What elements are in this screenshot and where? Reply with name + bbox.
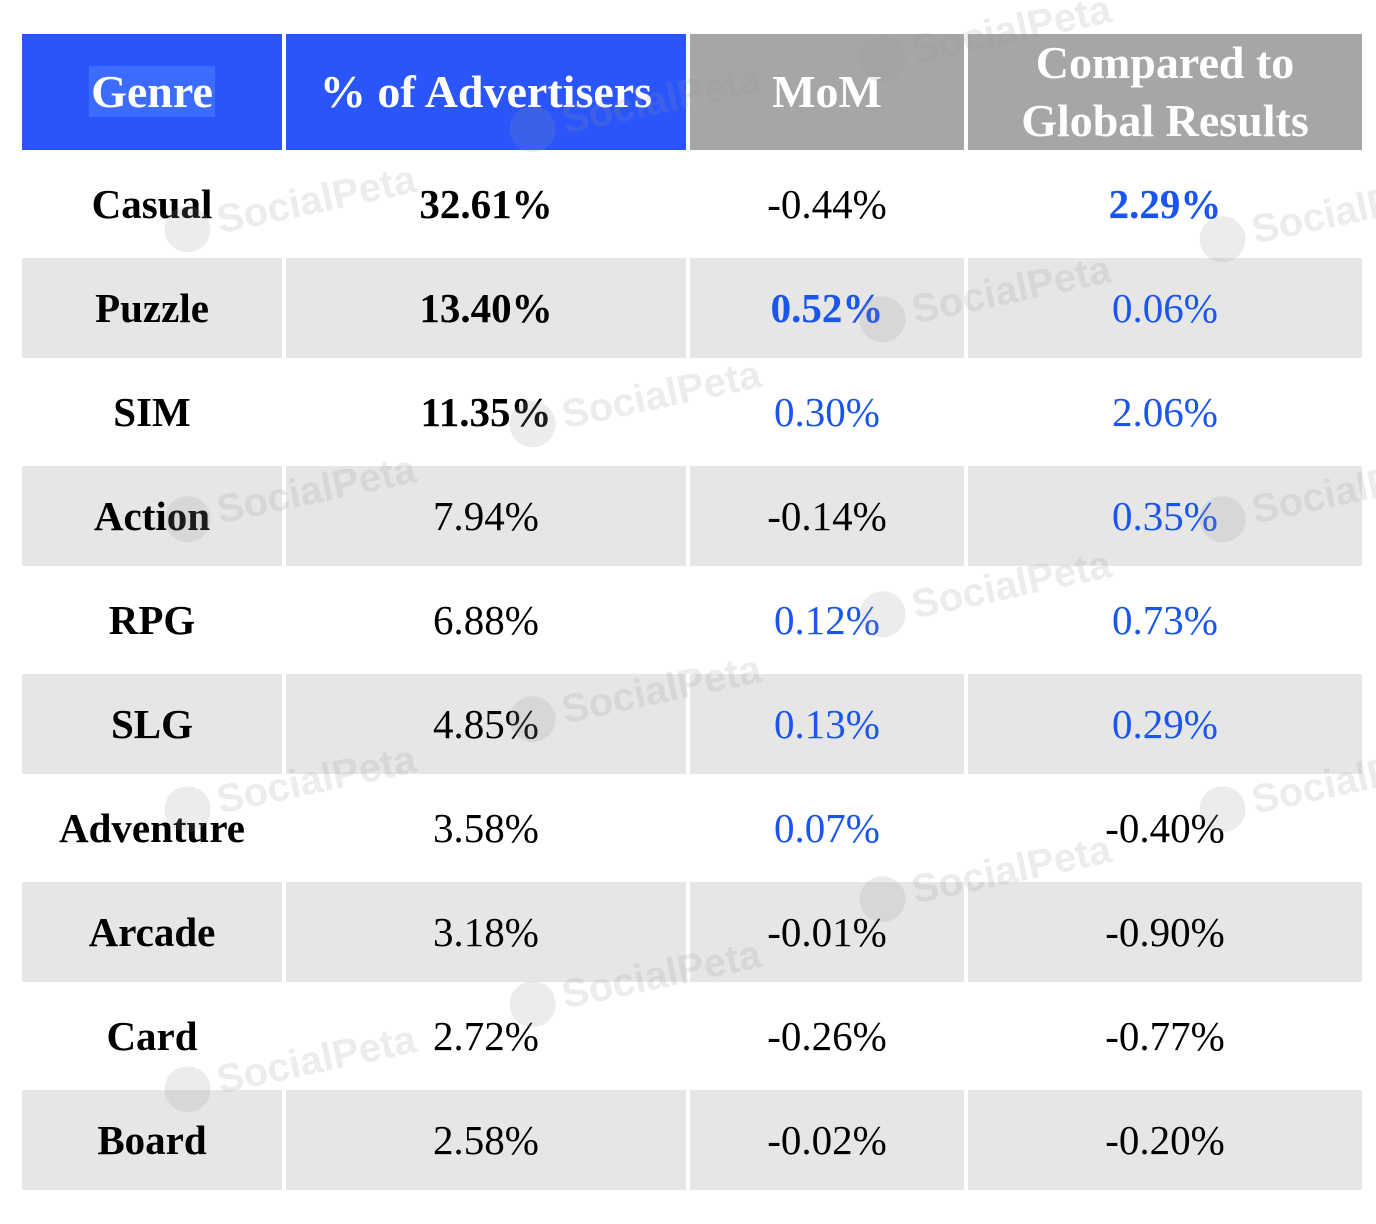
cell-genre: Action [22, 466, 286, 570]
cell-genre: Board [22, 1090, 286, 1194]
table-row: Puzzle 13.40% 0.52% 0.06% [22, 258, 1362, 362]
cell-mom: 0.12% [690, 570, 968, 674]
cell-share: 2.72% [286, 986, 690, 1090]
cell-global: -0.40% [968, 778, 1362, 882]
table-row: Card 2.72% -0.26% -0.77% [22, 986, 1362, 1090]
cell-global: 2.29% [968, 154, 1362, 258]
header-mom: MoM [690, 34, 968, 154]
table-header-row: Genre % of Advertisers MoM Compared to G… [22, 34, 1362, 154]
cell-mom: -0.01% [690, 882, 968, 986]
header-genre: Genre [22, 34, 286, 154]
cell-genre: SLG [22, 674, 286, 778]
cell-global: 0.73% [968, 570, 1362, 674]
cell-global: 0.06% [968, 258, 1362, 362]
cell-share: 4.85% [286, 674, 690, 778]
cell-global: -0.20% [968, 1090, 1362, 1194]
cell-global: -0.77% [968, 986, 1362, 1090]
header-global: Compared to Global Results [968, 34, 1362, 154]
cell-mom: -0.02% [690, 1090, 968, 1194]
table-row: Adventure 3.58% 0.07% -0.40% [22, 778, 1362, 882]
cell-global: 0.29% [968, 674, 1362, 778]
cell-global: 0.35% [968, 466, 1362, 570]
cell-mom: 0.52% [690, 258, 968, 362]
cell-mom: -0.26% [690, 986, 968, 1090]
table-body: Casual 32.61% -0.44% 2.29% Puzzle 13.40% 0.52%… [22, 154, 1362, 1194]
cell-share: 13.40% [286, 258, 690, 362]
cell-share: 32.61% [286, 154, 690, 258]
cell-mom: 0.07% [690, 778, 968, 882]
cell-genre: RPG [22, 570, 286, 674]
cell-share: 2.58% [286, 1090, 690, 1194]
genre-table-container: Genre % of Advertisers MoM Compared to G… [22, 34, 1362, 1194]
header-share: % of Advertisers [286, 34, 690, 154]
table-row: SIM 11.35% 0.30% 2.06% [22, 362, 1362, 466]
cell-mom: 0.30% [690, 362, 968, 466]
cell-genre: Puzzle [22, 258, 286, 362]
cell-global: -0.90% [968, 882, 1362, 986]
table-row: Board 2.58% -0.02% -0.20% [22, 1090, 1362, 1194]
cell-mom: 0.13% [690, 674, 968, 778]
table-row: RPG 6.88% 0.12% 0.73% [22, 570, 1362, 674]
cell-share: 11.35% [286, 362, 690, 466]
table-row: Arcade 3.18% -0.01% -0.90% [22, 882, 1362, 986]
cell-genre: Adventure [22, 778, 286, 882]
cell-mom: -0.14% [690, 466, 968, 570]
cell-mom: -0.44% [690, 154, 968, 258]
cell-genre: Card [22, 986, 286, 1090]
cell-genre: Arcade [22, 882, 286, 986]
cell-share: 7.94% [286, 466, 690, 570]
table-row: Action 7.94% -0.14% 0.35% [22, 466, 1362, 570]
table-row: SLG 4.85% 0.13% 0.29% [22, 674, 1362, 778]
table-row: Casual 32.61% -0.44% 2.29% [22, 154, 1362, 258]
cell-genre: Casual [22, 154, 286, 258]
cell-share: 3.18% [286, 882, 690, 986]
cell-share: 6.88% [286, 570, 690, 674]
cell-share: 3.58% [286, 778, 690, 882]
cell-global: 2.06% [968, 362, 1362, 466]
genre-advertisers-table: Genre % of Advertisers MoM Compared to G… [22, 34, 1362, 1194]
cell-genre: SIM [22, 362, 286, 466]
